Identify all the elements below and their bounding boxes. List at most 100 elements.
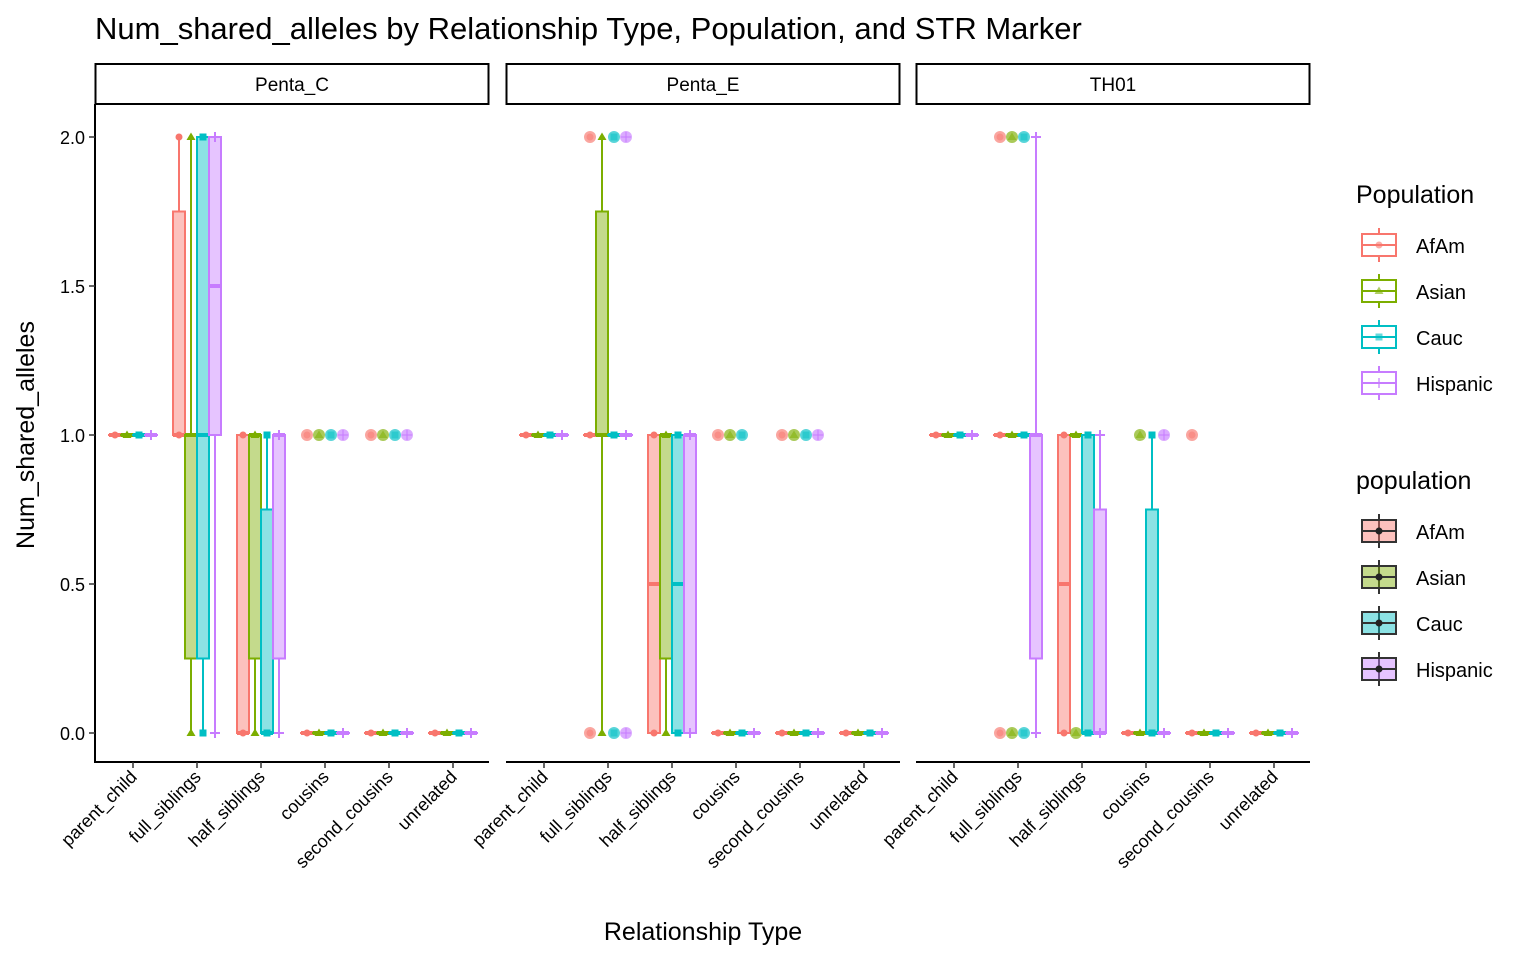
data-point <box>378 728 388 736</box>
data-point <box>996 729 1004 737</box>
data-point <box>250 430 260 438</box>
box-body <box>236 434 250 734</box>
box-Penta_C-second_cousins-Asian <box>376 429 390 736</box>
box-Penta_E-second_cousins-Asian <box>787 429 801 736</box>
data-point <box>714 431 722 439</box>
box-Penta_E-half_siblings-Cauc <box>671 431 685 737</box>
data-point <box>789 728 799 736</box>
box-Penta_E-unrelated-AfAm <box>839 729 853 737</box>
box-Penta_C-parent_child-Cauc <box>132 431 146 439</box>
facet-strip-label: Penta_C <box>255 75 329 96</box>
box-TH01-unrelated-Cauc <box>1273 729 1287 737</box>
box-Penta_C-half_siblings-Asian <box>248 430 262 736</box>
y-tick-label: 0.0 <box>60 724 85 744</box>
data-point <box>650 431 658 439</box>
x-tick-label: unrelated <box>394 767 461 834</box>
box-TH01-cousins-AfAm <box>1121 729 1135 737</box>
data-point <box>199 133 207 141</box>
data-point <box>263 729 271 737</box>
x-tick-label: parent_child <box>468 767 552 851</box>
legend-title: Population <box>1356 181 1474 209</box>
box-Penta_E-full_siblings-Asian <box>595 132 609 736</box>
data-point <box>455 729 463 737</box>
box-Penta_E-unrelated-Cauc <box>863 729 877 737</box>
box-body <box>659 434 673 660</box>
x-tick-label: unrelated <box>1215 767 1282 834</box>
legend-key-point <box>1375 665 1383 673</box>
box-Penta_C-half_siblings-Hispanic <box>272 430 286 738</box>
box-TH01-full_siblings-Hispanic <box>1029 132 1043 738</box>
box-body <box>1081 434 1095 734</box>
data-point <box>1188 431 1196 439</box>
box-Penta_E-second_cousins-Cauc <box>799 429 813 737</box>
legend-key-point <box>1375 573 1383 581</box>
box-TH01-second_cousins-Cauc <box>1209 729 1223 737</box>
facet-panel-Penta_E: Penta_Eparent_childfull_siblingshalf_sib… <box>468 63 901 873</box>
facet-strip <box>505 63 901 105</box>
box-TH01-half_siblings-AfAm <box>1057 431 1071 737</box>
data-point <box>586 133 594 141</box>
box-Penta_C-full_siblings-AfAm <box>172 133 186 439</box>
data-point <box>303 431 311 439</box>
data-point <box>263 431 271 439</box>
box-Penta_E-cousins-Asian <box>723 429 737 736</box>
box-Penta_E-full_siblings-Cauc <box>607 131 621 739</box>
box-Penta_C-second_cousins-Hispanic <box>400 429 414 738</box>
legend-label: Asian <box>1416 568 1466 590</box>
legend-outline: Population AfAm Asian Cauc Hispanic <box>1356 181 1493 400</box>
data-point <box>1148 729 1156 737</box>
data-point <box>378 430 388 438</box>
box-Penta_E-full_siblings-Hispanic <box>619 131 633 739</box>
data-point <box>367 729 375 737</box>
legend-fill: population AfAm Asian Cauc Hispanic <box>1356 467 1493 686</box>
data-point <box>714 729 722 737</box>
data-point <box>391 431 399 439</box>
data-point <box>738 729 746 737</box>
data-point <box>996 133 1004 141</box>
box-body <box>272 434 286 660</box>
legend-label: Asian <box>1416 282 1466 304</box>
box-Penta_C-parent_child-Hispanic <box>144 430 158 440</box>
box-TH01-half_siblings-Cauc <box>1081 431 1095 737</box>
data-point <box>1135 430 1145 438</box>
legend-key-point <box>1375 241 1383 249</box>
legend-title: population <box>1356 467 1471 495</box>
box-Penta_E-second_cousins-Hispanic <box>811 429 825 738</box>
data-point <box>1020 133 1028 141</box>
box-TH01-parent_child-Hispanic <box>965 430 979 440</box>
box-body <box>595 210 609 436</box>
data-point <box>842 729 850 737</box>
chart-title: Num_shared_alleles by Relationship Type,… <box>95 11 1082 46</box>
box-Penta_C-cousins-AfAm <box>300 429 314 737</box>
data-point <box>853 728 863 736</box>
legend-label: Hispanic <box>1416 374 1493 396</box>
x-tick-label: parent_child <box>57 767 141 851</box>
box-TH01-half_siblings-Asian <box>1069 430 1083 739</box>
data-point <box>303 729 311 737</box>
data-point <box>186 132 196 140</box>
box-Penta_C-unrelated-Hispanic <box>464 728 478 738</box>
data-point <box>866 729 874 737</box>
data-point <box>1071 430 1081 438</box>
data-point <box>367 431 375 439</box>
data-point <box>789 430 799 438</box>
data-point <box>533 430 543 438</box>
data-point <box>522 431 530 439</box>
box-TH01-full_siblings-Asian <box>1005 131 1019 739</box>
data-point <box>597 728 607 736</box>
box-body <box>248 434 262 660</box>
y-tick-label: 0.5 <box>60 575 85 595</box>
data-point <box>314 430 324 438</box>
box-body <box>1029 434 1043 660</box>
data-point <box>442 728 452 736</box>
data-point <box>1071 728 1081 736</box>
data-point <box>1060 431 1068 439</box>
data-point <box>802 729 810 737</box>
data-point <box>996 431 1004 439</box>
data-point <box>431 729 439 737</box>
data-point <box>610 431 618 439</box>
data-point <box>738 431 746 439</box>
box-Penta_C-cousins-Asian <box>312 429 326 736</box>
box-body <box>184 434 198 660</box>
